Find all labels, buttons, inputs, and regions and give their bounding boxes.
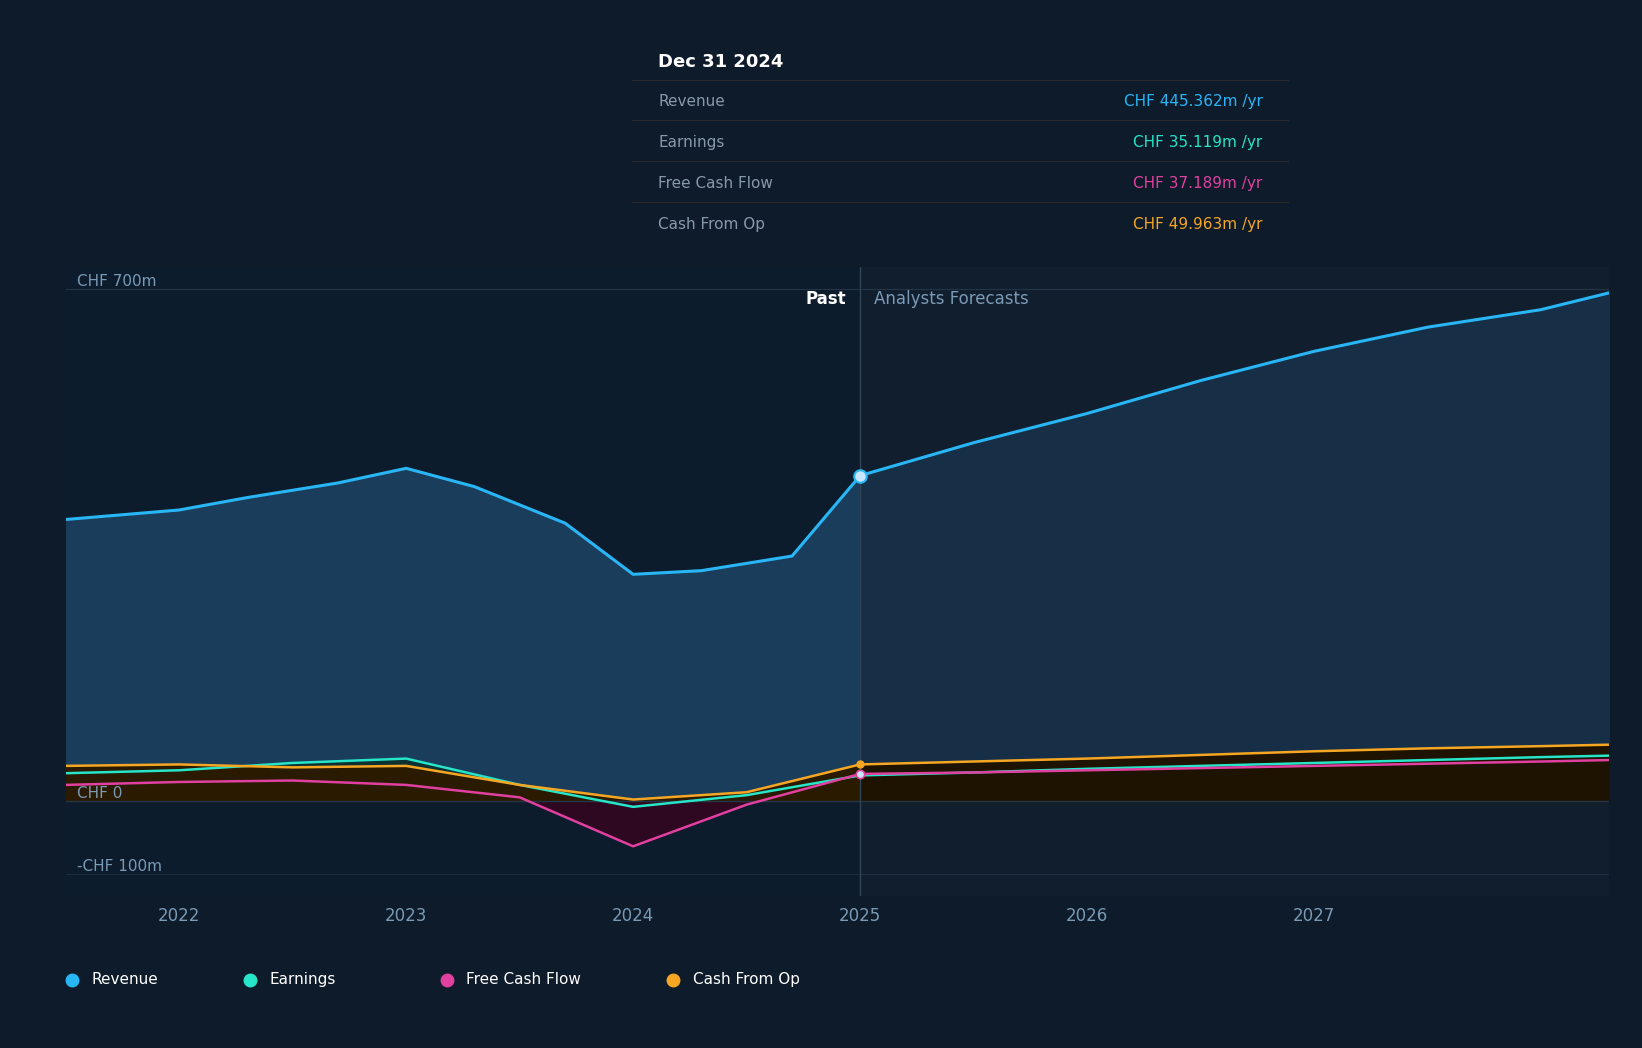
Bar <box>860 267 1609 896</box>
Text: Earnings: Earnings <box>658 135 724 150</box>
Text: -CHF 100m: -CHF 100m <box>77 859 163 874</box>
Text: CHF 700m: CHF 700m <box>77 275 156 289</box>
Text: Dec 31 2024: Dec 31 2024 <box>658 53 783 71</box>
Bar <box>66 267 860 896</box>
Text: Earnings: Earnings <box>269 973 335 987</box>
Text: CHF 35.119m /yr: CHF 35.119m /yr <box>1133 135 1263 150</box>
Text: CHF 49.963m /yr: CHF 49.963m /yr <box>1133 217 1263 232</box>
Text: CHF 37.189m /yr: CHF 37.189m /yr <box>1133 176 1263 191</box>
Text: Cash From Op: Cash From Op <box>693 973 800 987</box>
Text: CHF 445.362m /yr: CHF 445.362m /yr <box>1123 94 1263 109</box>
Text: Past: Past <box>806 290 847 308</box>
Text: Revenue: Revenue <box>92 973 159 987</box>
Text: Cash From Op: Cash From Op <box>658 217 765 232</box>
Text: Analysts Forecasts: Analysts Forecasts <box>874 290 1028 308</box>
Text: Free Cash Flow: Free Cash Flow <box>466 973 581 987</box>
Text: CHF 0: CHF 0 <box>77 786 123 801</box>
Text: Revenue: Revenue <box>658 94 726 109</box>
Text: Free Cash Flow: Free Cash Flow <box>658 176 773 191</box>
